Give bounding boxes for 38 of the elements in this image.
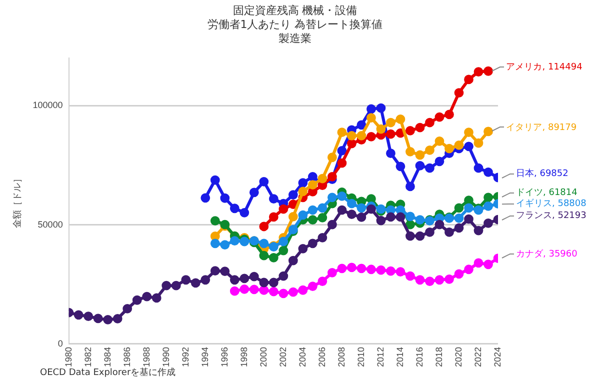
x-tick-label: 1982 bbox=[82, 346, 93, 368]
x-tick-label: 2012 bbox=[375, 346, 386, 368]
chart-title: 固定資産残高 機械・設備 bbox=[232, 4, 358, 18]
x-tick-label: 2018 bbox=[434, 346, 444, 368]
y-tick-label: 0 bbox=[58, 338, 63, 348]
x-tick-label: 1990 bbox=[160, 346, 171, 368]
y-axis-title: 金額［ドル］ bbox=[12, 174, 22, 228]
x-tick-label: 1980 bbox=[63, 346, 74, 368]
x-tick-label: 2006 bbox=[316, 346, 327, 368]
x-tick-label: 2008 bbox=[336, 346, 346, 368]
x-tick-label: 1986 bbox=[122, 346, 132, 368]
x-tick-label: 1984 bbox=[102, 346, 112, 368]
x-tick-label: 2022 bbox=[472, 346, 483, 368]
text: カナダ, 35960 bbox=[516, 250, 578, 260]
x-tick-label: 2024 bbox=[492, 346, 502, 368]
text: イタリア, 89179 bbox=[506, 122, 577, 133]
x-tick-label: 2010 bbox=[356, 346, 366, 368]
x-tick-label: 1988 bbox=[141, 346, 152, 368]
text: ドイツ, 61814 bbox=[516, 188, 578, 198]
x-tick-label: 1998 bbox=[238, 346, 249, 368]
text: OECD Data Explorerを基に作成 bbox=[40, 366, 176, 379]
x-tick-label: 2002 bbox=[278, 346, 288, 368]
text: フランス, 52193 bbox=[516, 210, 586, 221]
x-tick-label: 1996 bbox=[219, 346, 230, 368]
x-tick-label: 2020 bbox=[453, 346, 464, 368]
y-tick-label: 50000 bbox=[38, 219, 63, 230]
text: 日本, 69852 bbox=[516, 168, 568, 179]
x-tick-label: 1992 bbox=[180, 346, 190, 368]
x-tick-label: 2000 bbox=[258, 346, 268, 368]
x-tick-label: 2014 bbox=[394, 346, 405, 368]
x-tick-label: 2016 bbox=[414, 346, 424, 368]
text: アメリカ, 114494 bbox=[506, 62, 582, 72]
text: 製造業 bbox=[278, 32, 312, 46]
x-tick-label: 2004 bbox=[297, 346, 308, 368]
text: イギリス, 58808 bbox=[516, 199, 586, 210]
chart-subtitle: 労働者1人あたり 為替レート換算値 bbox=[206, 18, 384, 32]
x-tick-label: 1994 bbox=[200, 346, 210, 368]
y-tick-label: 100000 bbox=[32, 100, 63, 110]
